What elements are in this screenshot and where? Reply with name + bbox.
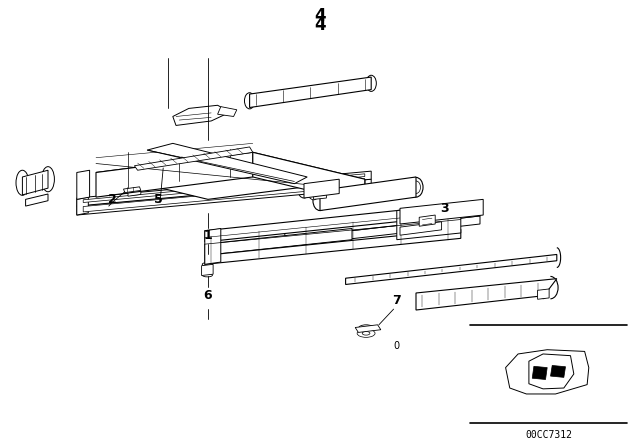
Text: 1: 1 [204,228,212,242]
Polygon shape [96,152,253,197]
Text: 00CC7312: 00CC7312 [525,430,573,440]
Ellipse shape [202,263,212,266]
Ellipse shape [333,179,345,194]
Ellipse shape [192,166,205,172]
Ellipse shape [308,184,319,200]
Ellipse shape [362,332,370,335]
Polygon shape [506,350,589,394]
Polygon shape [304,179,339,198]
Ellipse shape [366,75,376,91]
Ellipse shape [357,329,375,337]
Ellipse shape [244,93,255,109]
Ellipse shape [138,172,150,178]
Polygon shape [397,204,461,240]
Polygon shape [205,204,461,242]
Ellipse shape [329,199,339,206]
Polygon shape [285,208,480,238]
Polygon shape [400,199,483,224]
Polygon shape [96,152,365,199]
Text: 4: 4 [314,7,326,25]
Ellipse shape [409,177,423,197]
Polygon shape [532,366,547,379]
Text: 7: 7 [392,293,401,307]
Polygon shape [147,143,307,184]
Polygon shape [77,170,90,199]
Polygon shape [400,222,442,235]
Polygon shape [285,216,480,246]
Polygon shape [83,174,365,202]
Polygon shape [320,177,416,211]
Polygon shape [205,228,352,255]
Ellipse shape [298,184,310,198]
Polygon shape [26,194,48,206]
Polygon shape [205,228,221,264]
Text: 5: 5 [154,193,163,206]
Text: 2: 2 [108,193,116,206]
Polygon shape [355,325,381,332]
Polygon shape [77,179,371,215]
Ellipse shape [111,190,119,194]
Ellipse shape [218,165,230,171]
Polygon shape [22,170,48,195]
Ellipse shape [412,181,420,194]
Polygon shape [314,184,326,199]
Ellipse shape [243,167,256,173]
Polygon shape [134,147,253,170]
Polygon shape [243,164,259,188]
Polygon shape [419,215,435,226]
Polygon shape [416,279,557,310]
Polygon shape [202,264,213,276]
Ellipse shape [337,199,347,206]
Polygon shape [218,107,237,116]
Polygon shape [352,179,365,204]
Text: 3: 3 [440,202,449,215]
Ellipse shape [321,199,332,206]
Polygon shape [253,152,365,204]
Ellipse shape [42,167,54,192]
Ellipse shape [313,191,327,211]
Polygon shape [550,366,566,377]
Ellipse shape [358,325,374,332]
Ellipse shape [16,170,29,195]
Polygon shape [346,254,557,284]
Polygon shape [77,171,371,206]
Polygon shape [205,229,461,264]
Polygon shape [83,181,365,212]
Text: 6: 6 [204,289,212,302]
Polygon shape [529,354,574,389]
Polygon shape [77,197,88,215]
Ellipse shape [166,168,179,174]
Ellipse shape [121,189,129,192]
Polygon shape [250,77,371,108]
Polygon shape [173,105,230,125]
Text: 0: 0 [394,341,400,351]
Polygon shape [124,187,141,193]
Polygon shape [128,170,141,196]
Text: 4: 4 [314,16,326,34]
Ellipse shape [202,273,212,277]
Polygon shape [538,289,549,299]
